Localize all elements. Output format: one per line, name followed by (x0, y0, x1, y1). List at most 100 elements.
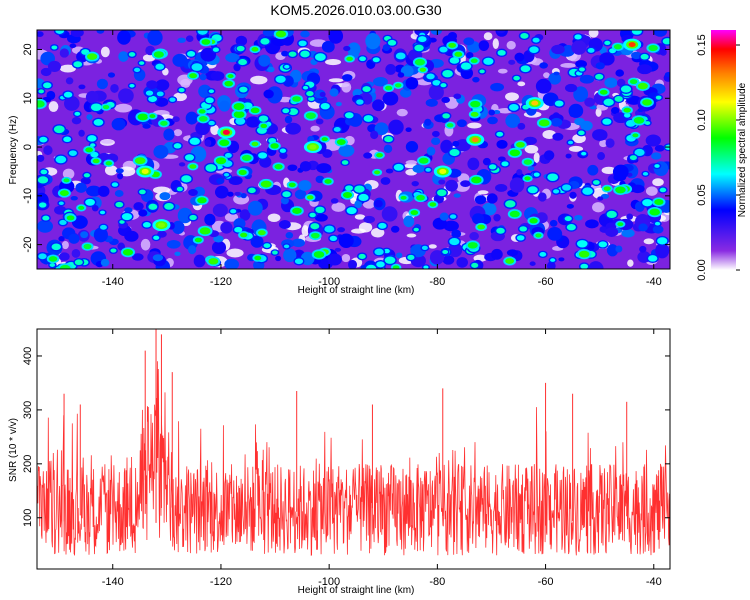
heatmap-blob (363, 215, 375, 224)
heatmap-blob (99, 210, 106, 215)
heatmap-blob (615, 69, 625, 77)
heatmap-blob (470, 100, 481, 108)
heatmap-blob (199, 73, 207, 81)
heatmap-blob (606, 244, 619, 257)
heatmap-blob (309, 212, 316, 218)
heatmap-blob (208, 89, 214, 94)
heatmap-blob (411, 181, 419, 187)
heatmap-y-axis: -20 -10 0 10 20 (22, 43, 670, 253)
heatmap-blob (285, 122, 301, 135)
heatmap-blob (520, 65, 531, 73)
heatmap-blob (469, 232, 479, 241)
heatmap-blob (242, 154, 252, 162)
heatmap-blob (547, 173, 559, 182)
heatmap-blob (83, 177, 91, 185)
heatmap-blob (416, 194, 425, 201)
heatmap-blob (405, 141, 419, 153)
heatmap-gap (341, 253, 351, 263)
heatmap-blob (597, 196, 604, 201)
heatmap-blob (189, 137, 200, 145)
heatmap-blob (439, 46, 448, 53)
heatmap-blob (275, 30, 287, 38)
heatmap-blob (40, 169, 48, 175)
heatmap-blob (146, 80, 158, 89)
heatmap-blob (509, 210, 520, 218)
heatmap-blob (342, 74, 353, 82)
heatmap-blob (365, 264, 377, 269)
heatmap-gap (467, 122, 482, 129)
heatmap-blob (97, 185, 110, 197)
heatmap-blob (634, 148, 645, 157)
heatmap-blob (236, 45, 245, 52)
y-tick-label: 100 (22, 509, 34, 527)
heatmap-blob (219, 139, 230, 147)
heatmap-blob (55, 30, 65, 34)
heatmap-blob (488, 164, 497, 170)
heatmap-blob (181, 175, 192, 183)
heatmap-gap (59, 64, 77, 73)
heatmap-blob (110, 84, 119, 93)
heatmap-blob (280, 197, 289, 205)
heatmap-blob (387, 39, 397, 46)
heatmap-blob (37, 100, 45, 108)
heatmap-blob (562, 45, 574, 54)
heatmap-blob (487, 116, 498, 125)
heatmap-blob (70, 195, 78, 201)
heatmap-blob (449, 214, 457, 219)
heatmap-blob (71, 248, 81, 258)
heatmap-blob (585, 219, 599, 229)
heatmap-blob (376, 261, 385, 268)
heatmap-blob (633, 116, 645, 124)
heatmap-blob (53, 125, 65, 134)
heatmap-gap (328, 78, 344, 83)
heatmap-blob (148, 95, 158, 103)
heatmap-blob (83, 173, 91, 178)
heatmap-blob (258, 115, 269, 122)
heatmap-gap (61, 240, 69, 250)
heatmap-gap (310, 125, 320, 132)
heatmap-blob (142, 222, 151, 228)
heatmap-blob (210, 71, 225, 81)
heatmap-blob (630, 184, 645, 194)
heatmap-blob (514, 52, 525, 62)
heatmap-blob (306, 91, 314, 97)
heatmap-blob (432, 79, 441, 86)
heatmap-blob (655, 95, 662, 100)
heatmap-blob (294, 189, 307, 200)
heatmap-blob (250, 235, 264, 248)
heatmap-blob (260, 38, 270, 45)
heatmap-gap (358, 222, 373, 233)
heatmap-blob (55, 155, 67, 164)
heatmap-blob (405, 127, 412, 133)
heatmap-blob (588, 261, 604, 269)
heatmap-blob (539, 62, 548, 69)
heatmap-gap (250, 75, 268, 85)
heatmap-blob (142, 123, 151, 129)
heatmap-blob (129, 83, 135, 88)
heatmap-blob (454, 51, 463, 57)
heatmap-blob (599, 89, 608, 95)
heatmap-blob (69, 43, 77, 49)
heatmap-blob (554, 100, 564, 107)
heatmap-blob (460, 62, 472, 70)
heatmap-blob (566, 203, 574, 209)
heatmap-gap (114, 103, 133, 113)
heatmap-blob (85, 147, 94, 153)
heatmap-gap (48, 101, 59, 112)
heatmap-blob (263, 89, 274, 99)
heatmap-blob (428, 84, 444, 101)
heatmap-blob (595, 73, 604, 80)
heatmap-blob (321, 137, 328, 142)
heatmap-blob (70, 30, 84, 38)
y-tick-label: 0 (22, 144, 34, 150)
heatmap-blob (83, 243, 92, 250)
heatmap-blob (64, 96, 80, 111)
heatmap-blob (172, 116, 180, 123)
heatmap-blob (370, 130, 379, 140)
heatmap-blob (187, 50, 196, 57)
heatmap-blob (300, 30, 310, 38)
heatmap-blob (497, 49, 506, 56)
heatmap-blob (284, 64, 290, 69)
heatmap-blob (257, 230, 266, 236)
